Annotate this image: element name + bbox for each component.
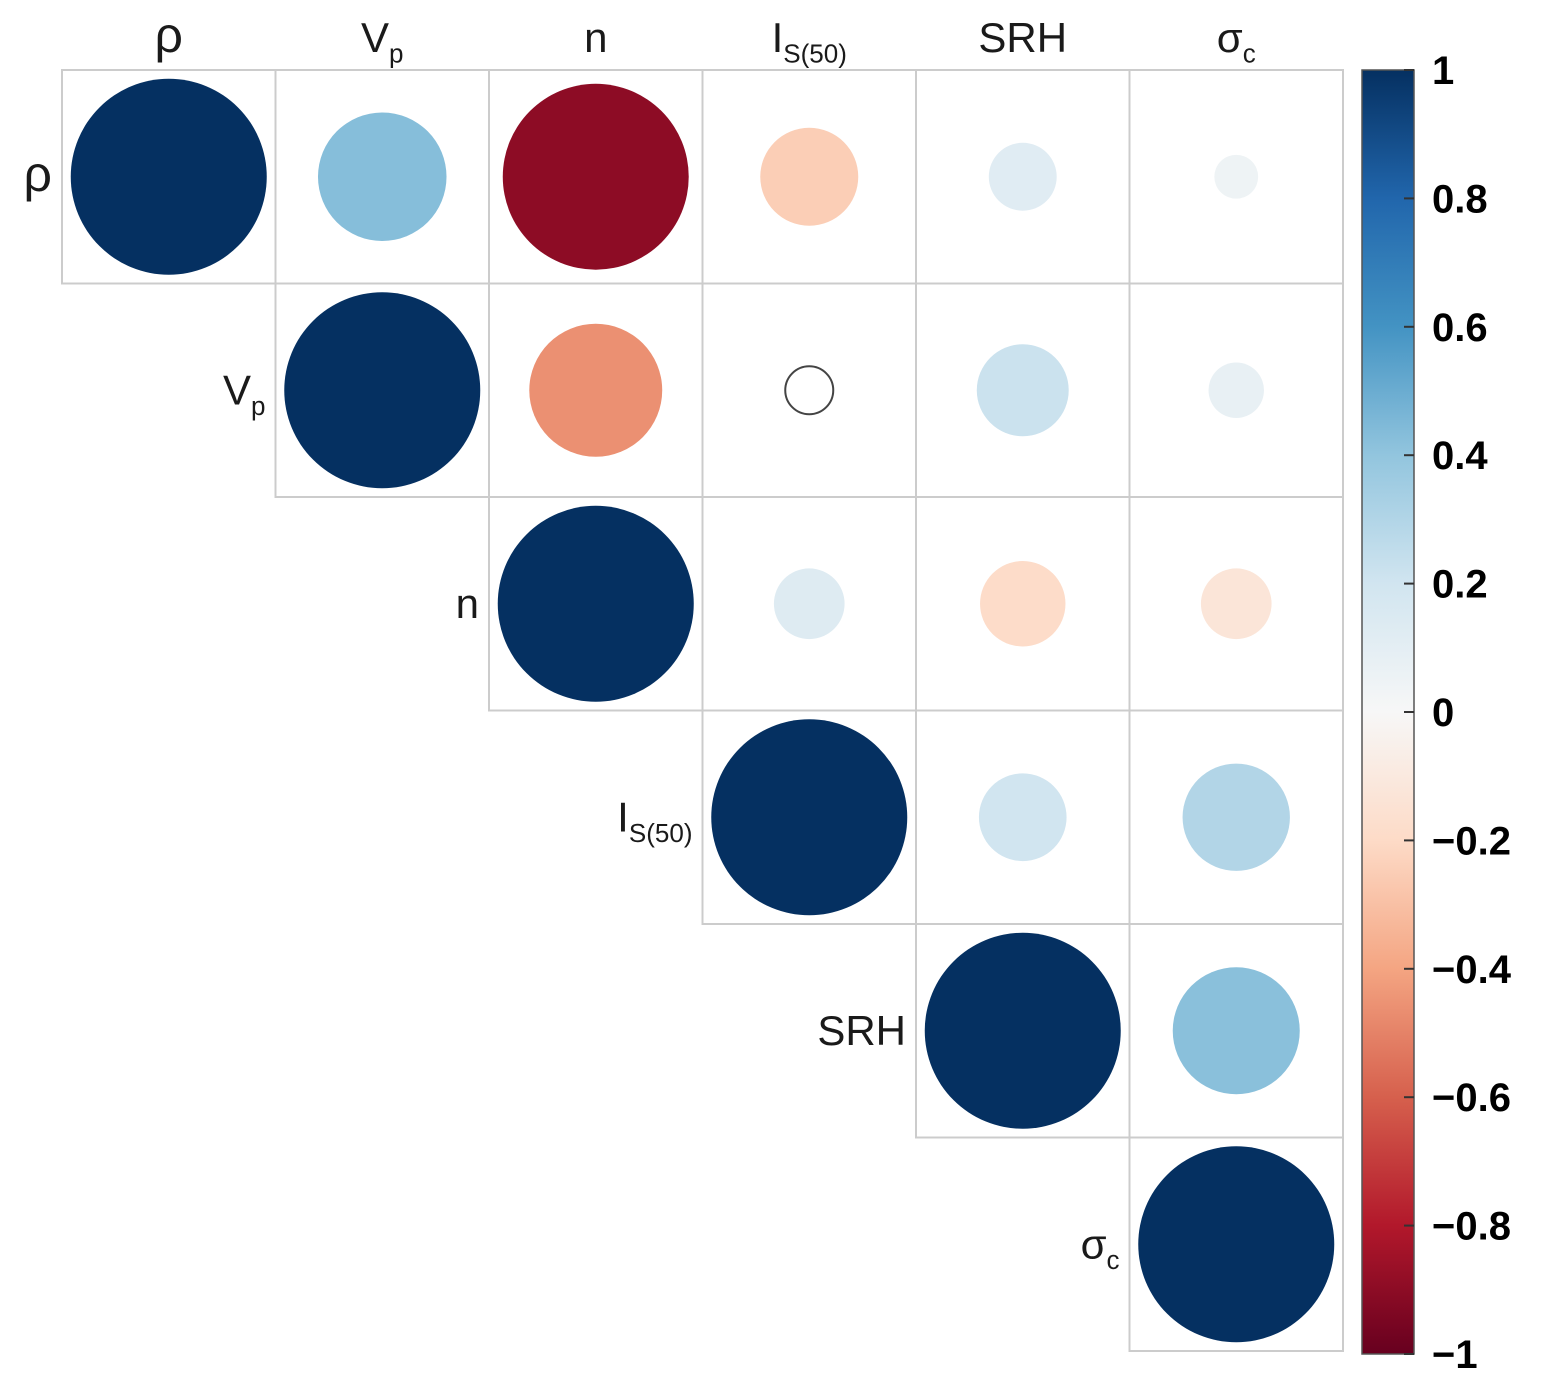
- corr-circle-vp-sigma-c: [1208, 362, 1264, 418]
- colorbar-tick-label: 1: [1432, 49, 1454, 93]
- corr-circle-is50-is50: [711, 719, 908, 916]
- corr-circle-vp-vp: [284, 292, 481, 489]
- label-top-is50: IS(50): [772, 14, 847, 69]
- corr-circle-rho-vp: [317, 112, 447, 242]
- colorbar-tick-label: 0.4: [1432, 434, 1488, 478]
- label-top-vp: Vp: [361, 14, 404, 69]
- row-labels: ρ Vp n IS(50) SRH σc: [24, 146, 1120, 1275]
- column-labels: ρ Vp n IS(50) SRH σc: [155, 7, 1256, 69]
- correlation-circles: [70, 78, 1335, 1343]
- colorbar-tick-label: −0.8: [1432, 1205, 1511, 1249]
- label-row-vp: Vp: [223, 366, 266, 421]
- colorbar-tick-label: −1: [1432, 1333, 1478, 1377]
- label-top-sigma-c: σc: [1217, 14, 1256, 69]
- label-row-n: n: [456, 580, 479, 627]
- corr-circle-n-n: [497, 505, 694, 702]
- colorbar-tick-label: 0.2: [1432, 563, 1488, 607]
- corr-circle-vp-n: [529, 323, 663, 457]
- colorbar-ticks: 1 0.8 0.6 0.4 0.2 0 −0.2 −0.4 −0.6 −0.8 −1: [1404, 49, 1512, 1377]
- colorbar-tick-label: 0.6: [1432, 306, 1488, 350]
- label-row-is50: IS(50): [617, 793, 692, 848]
- corr-circle-vp-is50: [784, 365, 835, 416]
- corr-circle-srh-srh: [924, 932, 1121, 1129]
- corr-circle-rho-rho: [70, 78, 267, 275]
- corr-circle-sigma-c-sigma-c: [1138, 1146, 1335, 1343]
- colorbar-tick-label: −0.2: [1432, 819, 1511, 863]
- label-top-n: n: [584, 14, 607, 61]
- corr-circle-is50-srh: [978, 773, 1067, 862]
- corr-circle-n-is50: [773, 568, 845, 640]
- corr-circle-rho-sigma-c: [1214, 154, 1259, 199]
- corr-circle-rho-n: [502, 83, 689, 270]
- corr-circle-srh-sigma-c: [1172, 967, 1300, 1095]
- corr-circle-vp-srh: [976, 344, 1069, 437]
- colorbar-tick-label: −0.4: [1432, 948, 1512, 992]
- label-top-srh: SRH: [978, 14, 1067, 61]
- label-top-rho: ρ: [155, 7, 183, 63]
- grid-cell-sigma-c-sigma-c: [1128, 1136, 1344, 1352]
- label-row-rho: ρ: [24, 146, 52, 202]
- colorbar-tick-label: 0: [1432, 691, 1454, 735]
- label-row-sigma-c: σc: [1081, 1220, 1120, 1275]
- corr-circle-n-sigma-c: [1200, 568, 1272, 640]
- grid-cells: [61, 69, 1344, 1352]
- colorbar-tick-label: −0.6: [1432, 1076, 1511, 1120]
- corr-circle-rho-srh: [988, 142, 1057, 211]
- corr-circle-rho-is50: [760, 127, 859, 226]
- corr-circle-is50-sigma-c: [1182, 763, 1290, 871]
- label-row-srh: SRH: [817, 1007, 906, 1054]
- corr-circle-n-srh: [980, 561, 1066, 647]
- colorbar-tick-label: 0.8: [1432, 177, 1488, 221]
- colorbar: 1 0.8 0.6 0.4 0.2 0 −0.2 −0.4 −0.6 −0.8 −1: [1361, 49, 1512, 1377]
